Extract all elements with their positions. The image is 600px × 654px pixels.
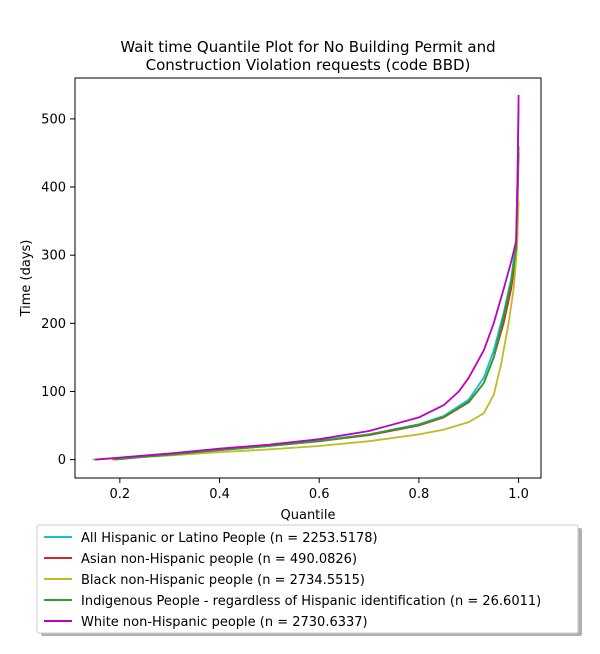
- x-tick-label: 0.6: [309, 487, 330, 502]
- y-tick-label: 200: [41, 317, 66, 332]
- legend-box: [36, 524, 579, 634]
- plot-lines: [92, 94, 520, 461]
- series-line-3: [92, 200, 520, 461]
- x-axis-ticks: 0.2 0.4 0.6 0.8 1.0: [110, 478, 529, 502]
- y-tick-label: 400: [41, 181, 66, 196]
- y-tick-label: 500: [41, 112, 66, 127]
- series-line-4: [114, 146, 520, 461]
- legend-items: All Hispanic or Latino People (n = 2253.…: [44, 531, 541, 630]
- y-tick-label: 0: [58, 453, 66, 468]
- plot-frame: [74, 77, 542, 479]
- chart-title-line-2: Construction Violation requests (code BB…: [146, 56, 471, 74]
- x-tick-label: 1.0: [508, 487, 529, 502]
- legend-label: All Hispanic or Latino People (n = 2253.…: [81, 531, 378, 546]
- legend-label: Black non-Hispanic people (n = 2734.5515…: [81, 573, 365, 588]
- y-axis-label: Time (days): [19, 240, 34, 318]
- chart-title-line-1: Wait time Quantile Plot for No Building …: [120, 38, 495, 56]
- x-tick-label: 0.8: [409, 487, 430, 502]
- legend: All Hispanic or Latino People (n = 2253.…: [36, 524, 582, 636]
- x-axis-label: Quantile: [281, 508, 336, 523]
- x-tick-label: 0.2: [110, 487, 131, 502]
- series-line-5: [94, 94, 520, 461]
- y-axis-ticks: 0 100 200 300 400 500: [41, 112, 75, 468]
- x-tick-label: 0.4: [209, 487, 230, 502]
- y-tick-label: 300: [41, 249, 66, 264]
- legend-label: Indigenous People - regardless of Hispan…: [81, 594, 541, 609]
- y-tick-label: 100: [41, 385, 66, 400]
- legend-label: Asian non-Hispanic people (n = 490.0826): [81, 552, 357, 567]
- legend-label: White non-Hispanic people (n = 2730.6337…: [81, 615, 368, 630]
